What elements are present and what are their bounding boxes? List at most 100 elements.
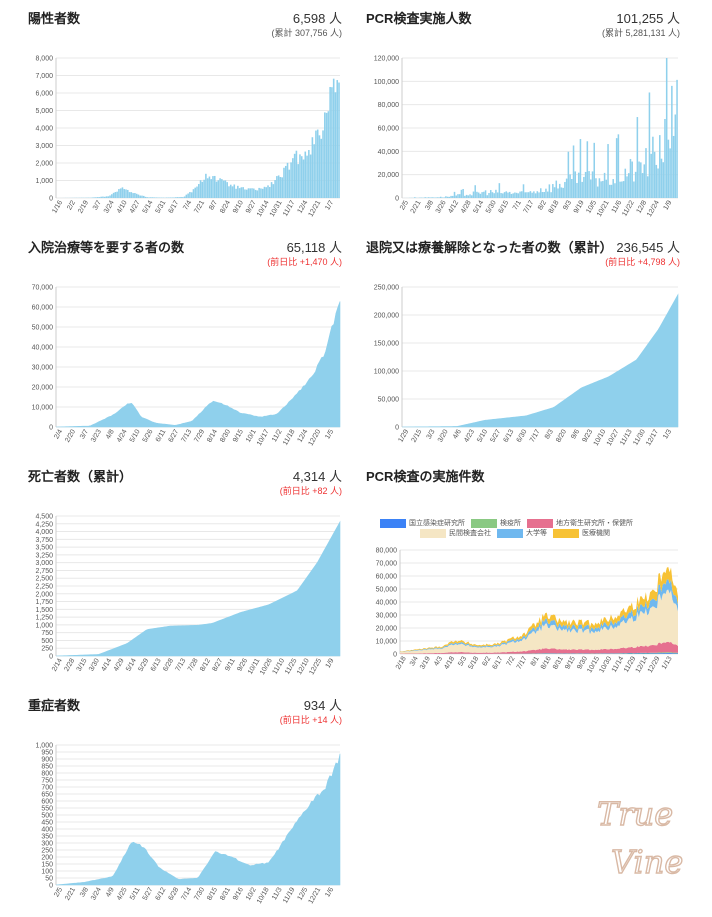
y-tick-label: 40,000 bbox=[32, 345, 54, 352]
y-tick-label: 4,500 bbox=[35, 514, 53, 521]
bar bbox=[621, 182, 623, 198]
x-tick-label: 8/14 bbox=[206, 428, 219, 443]
x-tick-label: 12/29 bbox=[647, 655, 662, 674]
bar bbox=[210, 179, 212, 198]
y-tick-label: 0 bbox=[49, 425, 53, 432]
bar bbox=[306, 156, 308, 198]
x-tick-label: 9/10 bbox=[232, 199, 245, 214]
y-tick-label: 1,000 bbox=[35, 743, 53, 750]
bar bbox=[662, 162, 664, 198]
x-tick-label: 12/24 bbox=[646, 199, 661, 218]
bar bbox=[260, 188, 262, 198]
bar bbox=[554, 187, 556, 198]
x-tick-label: 4/25 bbox=[116, 886, 129, 901]
bar bbox=[540, 188, 542, 198]
bar bbox=[604, 173, 606, 198]
watermark-line1: True bbox=[597, 795, 673, 833]
legend-item[interactable]: 地方衛生研究所・保健所 bbox=[527, 518, 633, 528]
x-tick-label: 1/16 bbox=[51, 199, 64, 214]
x-tick-label: 12/4 bbox=[297, 199, 310, 214]
bar bbox=[237, 186, 239, 198]
bar bbox=[177, 197, 179, 198]
bar bbox=[141, 196, 143, 198]
x-tick-label: 9/23 bbox=[581, 428, 594, 443]
y-tick-label: 200 bbox=[41, 855, 53, 862]
x-tick-label: 10/2 bbox=[245, 886, 258, 901]
bar bbox=[331, 87, 333, 198]
bar bbox=[618, 134, 620, 198]
legend-label: 検疫所 bbox=[500, 520, 521, 527]
bar bbox=[317, 130, 319, 198]
chart-pcrcount: 010,00020,00030,00040,00050,00060,00070,… bbox=[366, 546, 686, 686]
x-tick-label: 3/24 bbox=[90, 886, 103, 901]
x-tick-label: 3/19 bbox=[419, 655, 432, 670]
y-tick-label: 20,000 bbox=[378, 172, 400, 179]
bar bbox=[452, 196, 454, 198]
bar bbox=[95, 197, 97, 198]
panel-sub: (累計 307,756 人) bbox=[271, 26, 342, 39]
bar bbox=[122, 187, 124, 198]
bar bbox=[102, 197, 104, 198]
bar bbox=[258, 188, 260, 198]
bar bbox=[599, 178, 601, 198]
bar bbox=[234, 184, 236, 198]
x-tick-label: 8/27 bbox=[212, 657, 225, 672]
legend-swatch bbox=[380, 519, 406, 528]
bar bbox=[287, 163, 289, 198]
panel-title: PCR検査の実施件数 bbox=[366, 466, 484, 485]
bar bbox=[292, 158, 294, 198]
legend-item[interactable]: 国立感染症研究所 bbox=[380, 518, 465, 528]
bar bbox=[650, 154, 652, 198]
y-tick-label: 60,000 bbox=[378, 126, 400, 133]
x-tick-label: 10/18 bbox=[256, 886, 271, 905]
y-tick-label: 850 bbox=[41, 764, 53, 771]
bar bbox=[242, 187, 244, 198]
y-tick-label: 750 bbox=[41, 630, 53, 637]
legend-item[interactable]: 検疫所 bbox=[471, 518, 521, 528]
bar bbox=[468, 195, 470, 198]
legend-item[interactable]: 民間検査会社 bbox=[420, 528, 491, 538]
bar bbox=[445, 196, 447, 198]
x-tick-label: 5/14 bbox=[142, 199, 155, 214]
bar bbox=[125, 189, 127, 198]
bar bbox=[666, 58, 668, 198]
x-tick-label: 9/3 bbox=[562, 199, 573, 211]
bar bbox=[289, 170, 291, 198]
bar bbox=[132, 193, 134, 198]
x-tick-label: 10/27 bbox=[606, 428, 621, 447]
x-tick-label: 7/14 bbox=[180, 886, 193, 901]
y-tick-label: 50,000 bbox=[376, 587, 398, 594]
y-tick-label: 30,000 bbox=[32, 365, 54, 372]
y-tick-label: 2,000 bbox=[35, 161, 53, 168]
legend-item[interactable]: 医療機関 bbox=[553, 528, 610, 538]
x-tick-label: 7/2 bbox=[506, 655, 517, 667]
panel-value: 934 人 bbox=[304, 695, 342, 714]
x-tick-label: 12/5 bbox=[297, 886, 310, 901]
bar bbox=[221, 179, 223, 198]
panel-value: 65,118 人 bbox=[287, 237, 342, 256]
y-tick-label: 4,000 bbox=[35, 529, 53, 536]
bar bbox=[538, 192, 540, 198]
x-tick-label: 3/4 bbox=[409, 655, 420, 667]
bar bbox=[269, 187, 271, 198]
x-tick-label: 8/1 bbox=[530, 655, 541, 667]
y-tick-label: 20,000 bbox=[376, 626, 398, 633]
bar bbox=[457, 194, 459, 198]
bar bbox=[303, 160, 305, 198]
y-tick-label: 40,000 bbox=[376, 600, 398, 607]
bar bbox=[271, 182, 273, 198]
bar bbox=[478, 193, 480, 198]
bar bbox=[173, 197, 175, 198]
panel-sub: (前日比 +4,798 人) bbox=[605, 255, 680, 268]
bar bbox=[267, 185, 269, 198]
y-tick-label: 450 bbox=[41, 820, 53, 827]
y-tick-label: 150 bbox=[41, 862, 53, 869]
bar bbox=[493, 193, 495, 198]
legend-item[interactable]: 大学等 bbox=[497, 528, 547, 538]
y-tick-label: 80,000 bbox=[376, 548, 398, 555]
x-tick-label: 2/2 bbox=[66, 199, 77, 211]
x-tick-label: 5/26 bbox=[142, 428, 155, 443]
x-tick-label: 8/31 bbox=[219, 886, 232, 901]
bar bbox=[251, 188, 253, 198]
